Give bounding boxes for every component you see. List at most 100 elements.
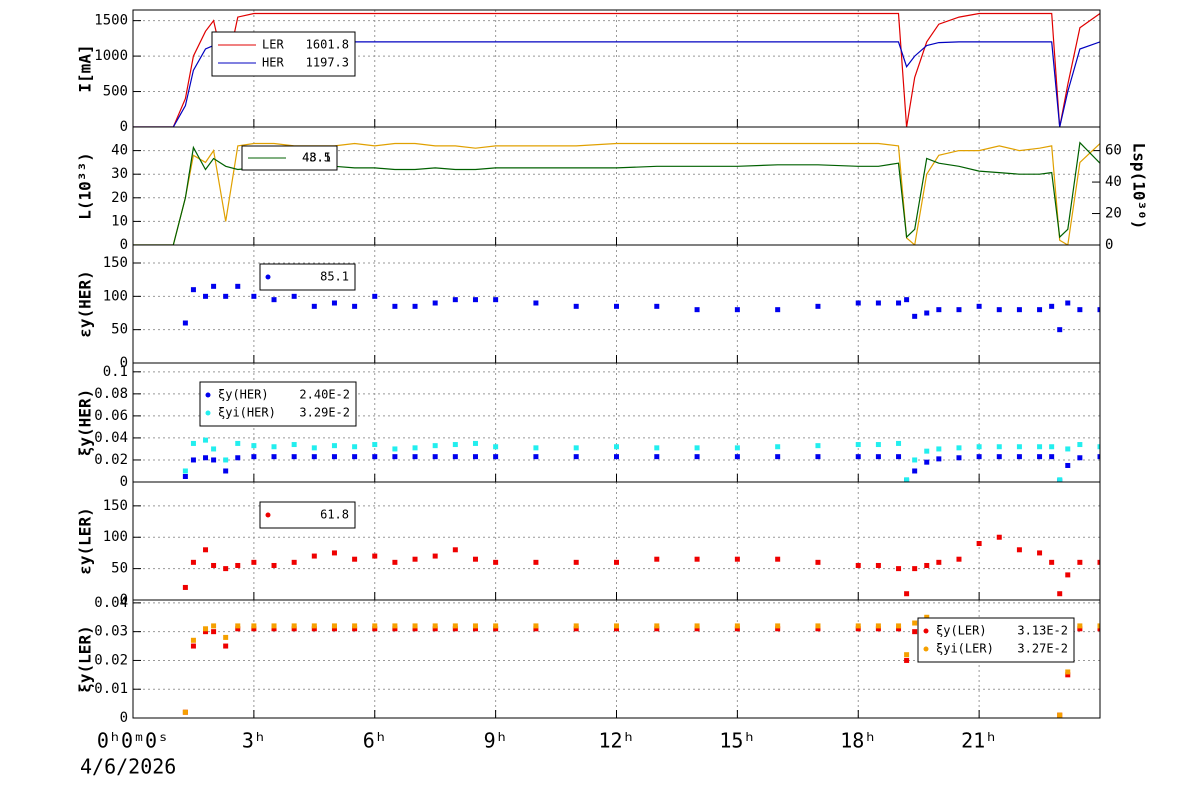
- data-point: [936, 456, 942, 462]
- legend-label: HER: [262, 56, 284, 70]
- data-point: [533, 454, 539, 460]
- data-point: [182, 473, 188, 479]
- x-tick-label: 6ʰ: [363, 729, 387, 753]
- y2-tick-label: 0: [1105, 237, 1113, 253]
- data-point: [392, 454, 398, 460]
- data-point: [291, 454, 297, 460]
- data-point: [1077, 626, 1083, 632]
- data-point: [533, 445, 539, 451]
- data-point: [211, 562, 217, 568]
- data-point: [190, 440, 196, 446]
- data-point: [372, 553, 378, 559]
- data-point: [694, 623, 700, 629]
- data-point: [352, 556, 358, 562]
- data-point: [734, 626, 740, 632]
- data-point: [734, 445, 740, 451]
- legend-label: ξyi(HER): [218, 406, 276, 420]
- data-point: [1057, 477, 1063, 482]
- data-point: [251, 293, 257, 299]
- data-point: [924, 310, 930, 316]
- x-tick-label: 9ʰ: [484, 729, 508, 753]
- y-tick-label: 1000: [94, 48, 128, 64]
- data-point: [956, 307, 962, 313]
- data-point: [654, 303, 660, 309]
- y-tick-label: 0: [120, 592, 128, 608]
- data-point: [223, 634, 229, 640]
- data-point: [573, 303, 579, 309]
- data-point: [1016, 307, 1022, 313]
- data-point: [251, 454, 257, 460]
- data-point: [533, 300, 539, 306]
- data-point: [452, 626, 458, 632]
- data-point: [1037, 550, 1043, 556]
- data-point: [1037, 444, 1043, 450]
- data-point: [1097, 559, 1100, 565]
- data-point: [1077, 455, 1083, 461]
- data-point: [235, 440, 241, 446]
- data-point: [956, 556, 962, 562]
- y-tick-label: 100: [103, 529, 128, 545]
- data-point: [815, 454, 821, 460]
- data-point: [734, 307, 740, 313]
- x-tick-label: 18ʰ: [840, 729, 876, 753]
- legend-box: [917, 617, 1075, 663]
- data-point: [372, 442, 378, 448]
- data-point: [573, 445, 579, 451]
- data-point: [493, 454, 499, 460]
- y-tick-label: 0.04: [94, 430, 128, 446]
- data-point: [452, 442, 458, 448]
- data-point: [203, 629, 209, 635]
- data-point: [1065, 672, 1071, 678]
- data-point: [1097, 444, 1100, 450]
- data-point: [493, 626, 499, 632]
- data-point: [392, 446, 398, 452]
- data-point: [1049, 559, 1055, 565]
- legend-value: 48.5: [302, 151, 331, 165]
- data-point: [1016, 444, 1022, 450]
- data-point: [392, 626, 398, 632]
- legend-box: [199, 381, 357, 427]
- data-point: [912, 457, 918, 463]
- y-axis-title: εy(HER): [76, 270, 95, 337]
- data-point: [190, 559, 196, 565]
- data-point: [815, 303, 821, 309]
- data-point: [182, 468, 188, 474]
- y-tick-label: 0.1: [103, 364, 128, 380]
- legend-value: 61.8: [320, 508, 349, 522]
- data-point: [875, 623, 881, 629]
- legend-swatch: [265, 274, 271, 280]
- data-point: [432, 553, 438, 559]
- data-point: [533, 626, 539, 632]
- data-point: [912, 313, 918, 319]
- y-tick-label: 50: [111, 322, 128, 338]
- data-point: [734, 556, 740, 562]
- data-point: [311, 553, 317, 559]
- data-point: [251, 443, 257, 449]
- data-point: [392, 559, 398, 565]
- y-tick-label: 0.03: [94, 624, 128, 640]
- data-point: [412, 303, 418, 309]
- data-point: [694, 454, 700, 460]
- data-point: [472, 297, 478, 303]
- data-point: [235, 455, 241, 461]
- data-point: [223, 566, 229, 572]
- data-point: [472, 454, 478, 460]
- data-point: [331, 626, 337, 632]
- x-tick-label: 3ʰ: [242, 729, 266, 753]
- data-point: [472, 556, 478, 562]
- y-tick-label: 10: [111, 213, 128, 229]
- data-point: [291, 442, 297, 448]
- data-point: [452, 623, 458, 629]
- data-point: [1097, 623, 1100, 629]
- y-tick-label: 0.06: [94, 408, 128, 424]
- data-point: [352, 303, 358, 309]
- data-point: [211, 457, 217, 463]
- data-point: [996, 534, 1002, 540]
- legend-label: ξy(HER): [218, 388, 269, 402]
- data-point: [573, 623, 579, 629]
- data-point: [775, 307, 781, 313]
- data-point: [775, 556, 781, 562]
- y-tick-label: 500: [103, 84, 128, 100]
